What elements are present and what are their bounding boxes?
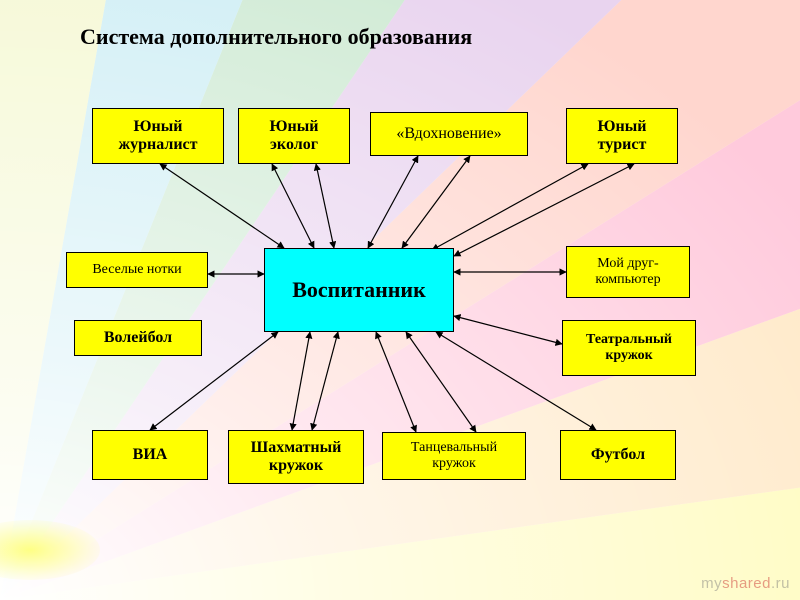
node-n7: Театральныйкружок <box>562 320 696 376</box>
center-node: Воспитанник <box>264 248 454 332</box>
node-n9: Шахматныйкружок <box>228 430 364 484</box>
node-n1: Юныйэколог <box>238 108 350 164</box>
node-n8: ВИА <box>92 430 208 480</box>
watermark-prefix: my <box>701 575 722 592</box>
node-n6: Волейбол <box>74 320 202 356</box>
node-n4: Веселые нотки <box>66 252 208 288</box>
page-title: Система дополнительного образования <box>80 24 472 50</box>
node-n10: Танцевальныйкружок <box>382 432 526 480</box>
watermark-suffix: .ru <box>771 575 790 592</box>
node-n2: «Вдохновение» <box>370 112 528 156</box>
node-n11: Футбол <box>560 430 676 480</box>
nodes-layer: Воспитанник ЮныйжурналистЮныйэколог «Вдохн… <box>0 0 800 600</box>
node-n0: Юныйжурналист <box>92 108 224 164</box>
watermark: myshared.ru <box>701 575 790 592</box>
watermark-word: shared <box>722 575 771 592</box>
node-n3: Юныйтурист <box>566 108 678 164</box>
node-n5: Мой друг-компьютер <box>566 246 690 298</box>
